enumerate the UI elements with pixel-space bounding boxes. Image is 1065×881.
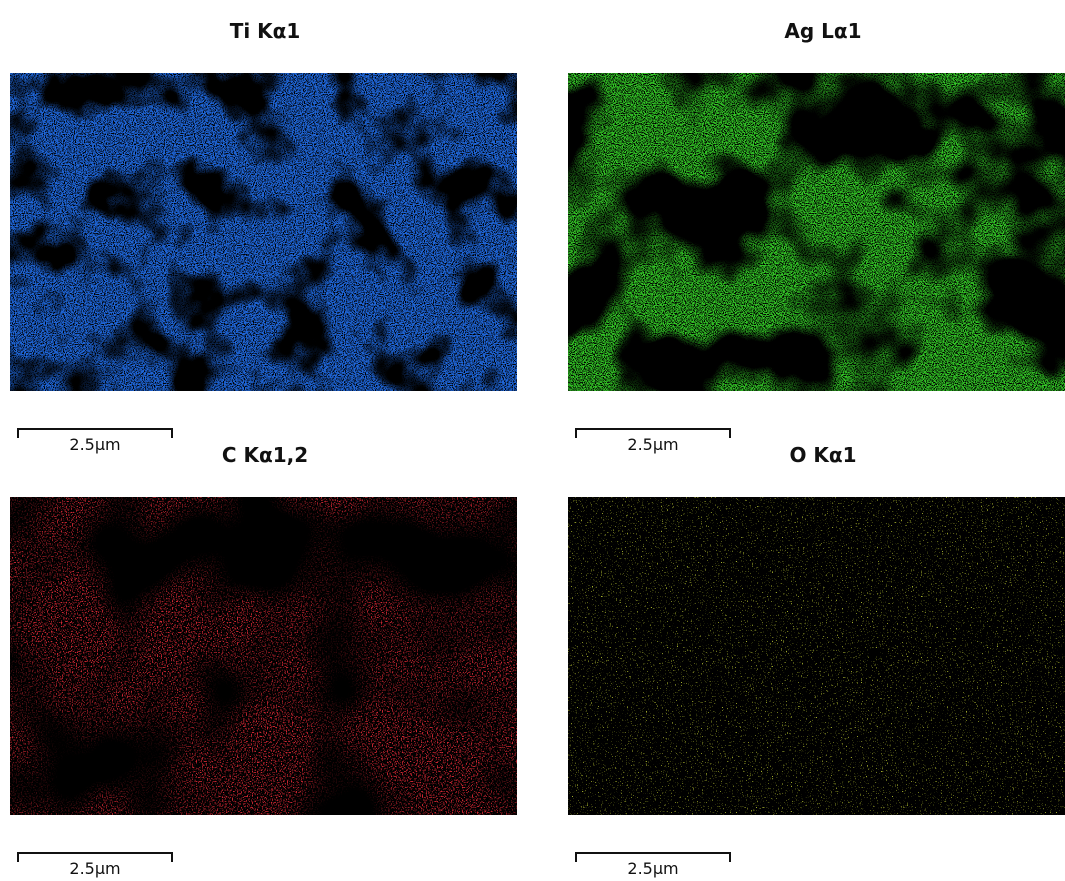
scale-label: 2.5µm	[69, 435, 120, 454]
panels: Ti Kα1 2.5µm Ag Lα1 2.5µm C Kα1,2 2.5µm O Kα1 2…	[10, 19, 1065, 878]
scale-bar	[17, 852, 173, 862]
scale-label: 2.5µm	[627, 859, 678, 878]
map-title: C Kα1,2	[222, 443, 308, 467]
scale-bar	[17, 428, 173, 438]
map-title: O Kα1	[789, 443, 856, 467]
map-title: Ti Kα1	[230, 19, 301, 43]
scale-label: 2.5µm	[69, 859, 120, 878]
element-map	[10, 497, 517, 815]
element-map	[10, 73, 517, 391]
element-map	[568, 73, 1065, 391]
scale-bar	[575, 428, 731, 438]
element-map	[568, 497, 1065, 815]
scale-bar	[575, 852, 731, 862]
map-title: Ag Lα1	[784, 19, 861, 43]
scale-label: 2.5µm	[627, 435, 678, 454]
